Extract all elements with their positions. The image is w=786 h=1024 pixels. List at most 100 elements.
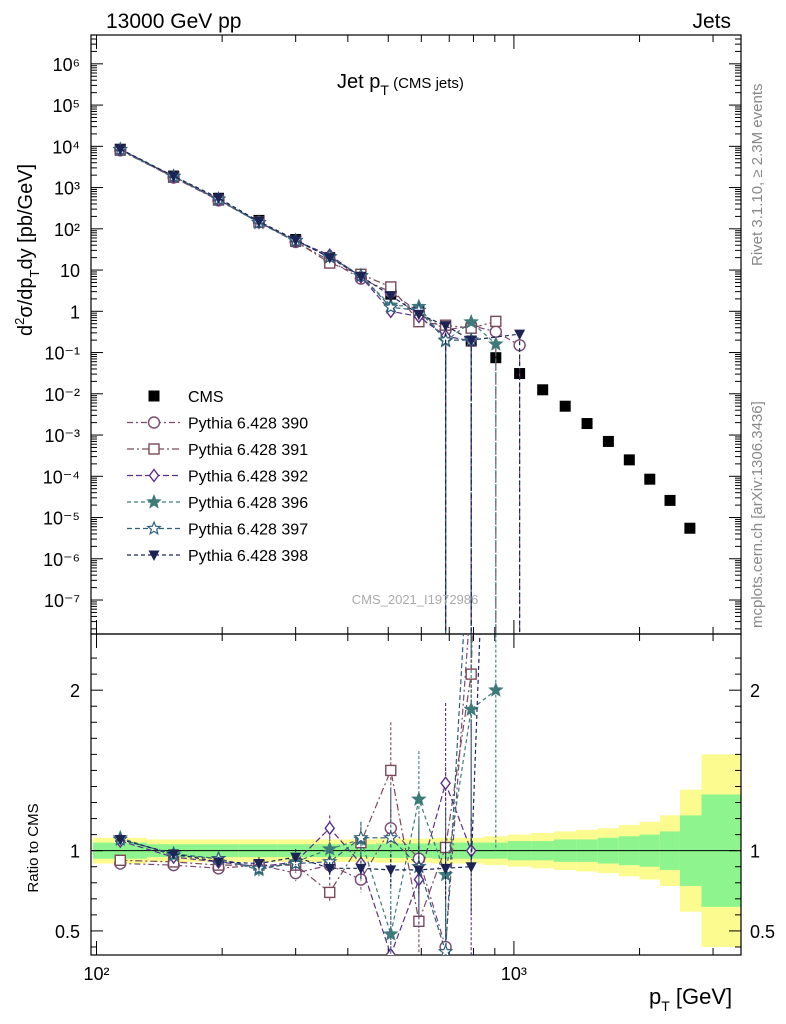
svg-text:pT [GeV]: pT [GeV] xyxy=(649,984,732,1014)
ratio-tick-label: 2 xyxy=(750,681,760,701)
y-tick-label: 10⁻³ xyxy=(44,426,80,446)
series-pythia-6-428-398-ratio-point xyxy=(324,863,336,875)
series-pythia-6-428-392-ratio-point xyxy=(440,776,451,791)
series-pythia-6-428-398-ratio-point xyxy=(114,834,126,846)
series-cms-point xyxy=(623,454,635,466)
legend-entry: Pythia 6.428 398 xyxy=(188,548,308,565)
series-pythia-6-428-391-ratio-point xyxy=(114,854,126,867)
ratio-tick-label: 2 xyxy=(70,681,80,701)
y-tick-label: 10⁵ xyxy=(53,96,80,116)
series-pythia-6-428-398-ratio-point xyxy=(168,849,180,860)
series-pythia-6-428-392-ratio-point xyxy=(385,947,397,955)
series-pythia-6-428-391-ratio-point xyxy=(465,668,477,680)
legend-entry: Pythia 6.428 396 xyxy=(188,495,308,512)
series-cms-point xyxy=(581,418,593,430)
series-pythia-6-428-396-ratio-point xyxy=(463,701,479,717)
series-pythia-6-428-398-point xyxy=(514,329,526,341)
series-pythia-6-428-397-ratio-point xyxy=(437,943,454,955)
series-pythia-6-428-398-ratio-point xyxy=(440,863,452,875)
series-cms-point xyxy=(537,384,549,396)
series-pythia-6-428-397-ratio-point xyxy=(353,829,369,845)
series-pythia-6-428-391-ratio-point xyxy=(324,886,336,899)
series-pythia-6-428-398-ratio-point xyxy=(413,865,425,876)
series-pythia-6-428-398-point xyxy=(440,321,452,332)
chart-title: Jet pT (CMS jets) xyxy=(337,71,464,98)
mcplots-label: mcplots.cern.ch [arXiv:1306.3436] xyxy=(749,401,766,628)
y-tick-label: 1 xyxy=(70,302,80,322)
ratio-frame xyxy=(90,633,742,956)
series-pythia-6-428-390-point xyxy=(489,325,503,338)
ratio-tick-label: 1 xyxy=(750,842,760,862)
y-tick-label: 10⁴ xyxy=(52,137,80,157)
series-pythia-6-428-398-point xyxy=(253,217,265,228)
series-pythia-6-428-391-point xyxy=(385,281,397,293)
series-pythia-6-428-398-point xyxy=(385,291,397,302)
legend-marker xyxy=(148,550,160,561)
legend-marker xyxy=(148,390,160,402)
series-pythia-6-428-396-ratio-point xyxy=(411,791,427,806)
y-tick-label: 10 xyxy=(60,261,80,281)
series-pythia-6-428-396-ratio-point xyxy=(383,925,399,941)
svg-text:d2σ/dpTdy [pb/GeV]: d2σ/dpTdy [pb/GeV] xyxy=(12,164,42,336)
y-tick-label: 10⁶ xyxy=(53,55,80,75)
legend-entry: CMS xyxy=(188,389,224,406)
legend-marker xyxy=(146,520,162,536)
y-tick-label: 10⁻⁷ xyxy=(44,591,80,611)
y-tick-label: 10³ xyxy=(54,179,80,199)
series-pythia-6-428-398-point xyxy=(168,171,180,183)
series-pythia-6-428-391-ratio-line xyxy=(120,634,473,924)
series-cms-point xyxy=(644,473,656,485)
legend-marker xyxy=(147,416,161,429)
series-cms-point xyxy=(559,400,571,412)
series-pythia-6-428-391-ratio-point xyxy=(385,764,397,777)
y-tick-label: 10⁻¹ xyxy=(44,344,80,364)
series-pythia-6-428-398-ratio-point xyxy=(290,852,302,864)
series-pythia-6-428-398-ratio-point xyxy=(253,859,265,870)
x-axis-title: pT [GeV] xyxy=(649,984,732,1014)
ratio-y-title: Ratio to CMS xyxy=(25,803,42,892)
series-pythia-6-428-398-point xyxy=(355,271,367,283)
legend-entry: Pythia 6.428 390 xyxy=(188,416,308,433)
main-series xyxy=(112,141,696,634)
rivet-label: Rivet 3.1.10, ≥ 2.3M events xyxy=(749,84,766,267)
legend: CMS Pythia 6.428 390 Pythia 6.428 391 Pythi… xyxy=(127,389,308,565)
series-pythia-6-428-398-ratio-point xyxy=(465,862,477,873)
ratio-tick-label: 0.5 xyxy=(55,922,80,942)
ratio-tick-label: 1 xyxy=(70,842,80,862)
legend-marker xyxy=(148,443,160,455)
series-pythia-6-428-391-ratio-point xyxy=(413,915,425,927)
series-pythia-6-428-396-ratio-line xyxy=(120,689,497,937)
series-pythia-6-428-398-ratio-point xyxy=(355,863,367,875)
series-pythia-6-428-397-point xyxy=(383,299,399,314)
x-tick-label: 10³ xyxy=(501,964,527,984)
series-pythia-6-428-396-ratio-point xyxy=(488,682,504,697)
main-frame xyxy=(90,34,742,635)
series-pythia-6-428-398-point xyxy=(413,309,425,321)
series-cms-point xyxy=(602,435,614,447)
y-tick-label: 10⁻⁵ xyxy=(43,509,80,529)
svg-text:Jet pT (CMS jets): Jet pT (CMS jets) xyxy=(337,71,464,98)
series-pythia-6-428-392-ratio-point xyxy=(324,821,336,836)
legend-entry: Pythia 6.428 392 xyxy=(188,469,308,486)
series-pythia-6-428-398-point xyxy=(324,253,336,264)
series-pythia-6-428-397-ratio-line xyxy=(120,634,465,952)
series-pythia-6-428-398-point xyxy=(465,335,477,347)
series-pythia-6-428-398-ratio-point xyxy=(385,865,397,876)
series-pythia-6-428-398-point xyxy=(213,193,225,204)
x-tick-label: 10² xyxy=(84,964,110,984)
main-panel: 10⁻⁷ 10⁻⁶ 10⁻⁵ 10⁻⁴ 10⁻³ 10⁻² 10⁻¹ 1 10 10² 10³ 10⁴… xyxy=(43,34,742,635)
y-tick-label: 10⁻² xyxy=(44,385,80,405)
ratio-series xyxy=(112,235,525,955)
series-pythia-6-428-397-ratio-point xyxy=(383,829,399,845)
series-pythia-6-428-390-ratio-point xyxy=(514,235,525,246)
series-pythia-6-428-391-point xyxy=(490,315,502,328)
legend-entry: Pythia 6.428 391 xyxy=(188,442,308,459)
header-right: Jets xyxy=(692,10,731,33)
header-left: 13000 GeV pp xyxy=(106,10,241,33)
y-tick-label: 10² xyxy=(54,220,80,240)
series-pythia-6-428-396-point xyxy=(463,313,479,329)
series-pythia-6-428-398-point xyxy=(290,235,302,246)
legend-marker xyxy=(148,468,160,483)
legend-entry: Pythia 6.428 397 xyxy=(188,522,308,539)
